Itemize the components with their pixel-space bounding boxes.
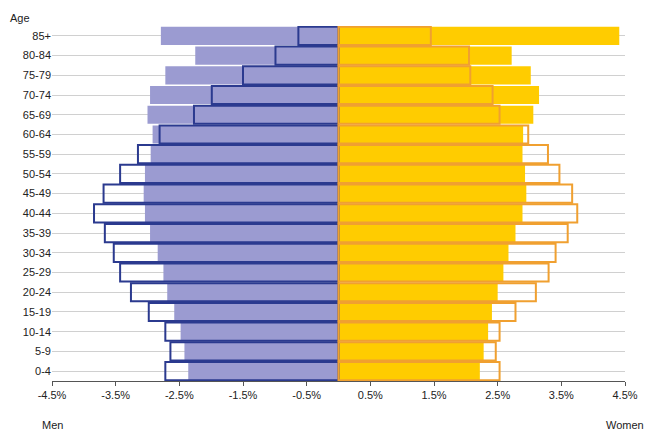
svg-text:75-79: 75-79 bbox=[23, 69, 51, 81]
svg-text:30-34: 30-34 bbox=[23, 247, 51, 259]
svg-text:20-24: 20-24 bbox=[23, 286, 51, 298]
svg-text:4.5%: 4.5% bbox=[612, 389, 637, 401]
svg-text:Men: Men bbox=[42, 419, 63, 429]
svg-text:85+: 85+ bbox=[32, 30, 51, 42]
svg-text:25-29: 25-29 bbox=[23, 266, 51, 278]
svg-text:50-54: 50-54 bbox=[23, 168, 51, 180]
svg-text:-2.5%: -2.5% bbox=[165, 389, 194, 401]
svg-text:40-44: 40-44 bbox=[23, 207, 51, 219]
svg-text:Women: Women bbox=[606, 419, 644, 429]
svg-text:1.5%: 1.5% bbox=[421, 389, 446, 401]
svg-text:-3.5%: -3.5% bbox=[101, 389, 130, 401]
svg-text:55-59: 55-59 bbox=[23, 148, 51, 160]
svg-text:-1.5%: -1.5% bbox=[229, 389, 258, 401]
svg-text:45-49: 45-49 bbox=[23, 187, 51, 199]
svg-text:0.5%: 0.5% bbox=[358, 389, 383, 401]
svg-text:5-9: 5-9 bbox=[35, 345, 51, 357]
svg-text:-0.5%: -0.5% bbox=[292, 389, 321, 401]
svg-text:35-39: 35-39 bbox=[23, 227, 51, 239]
svg-text:-4.5%: -4.5% bbox=[38, 389, 67, 401]
svg-text:15-19: 15-19 bbox=[23, 306, 51, 318]
svg-text:3.5%: 3.5% bbox=[549, 389, 574, 401]
svg-text:70-74: 70-74 bbox=[23, 89, 51, 101]
svg-text:10-14: 10-14 bbox=[23, 326, 51, 338]
svg-text:80-84: 80-84 bbox=[23, 49, 51, 61]
svg-text:60-64: 60-64 bbox=[23, 128, 51, 140]
svg-text:Age: Age bbox=[10, 12, 30, 24]
svg-text:65-69: 65-69 bbox=[23, 109, 51, 121]
svg-text:0-4: 0-4 bbox=[35, 365, 51, 377]
svg-text:2.5%: 2.5% bbox=[485, 389, 510, 401]
